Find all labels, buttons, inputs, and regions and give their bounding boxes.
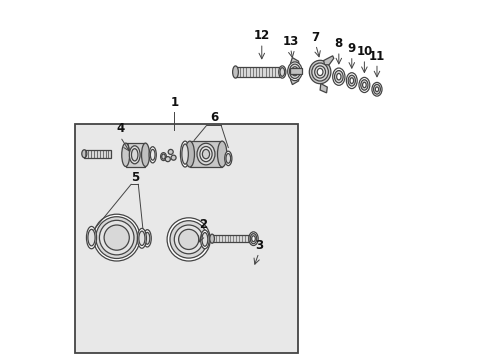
Ellipse shape [131, 149, 138, 161]
Polygon shape [323, 56, 333, 65]
Ellipse shape [217, 141, 226, 167]
Ellipse shape [197, 143, 215, 165]
Ellipse shape [336, 73, 340, 80]
Bar [84, 150, 111, 158]
Text: 2: 2 [199, 218, 207, 231]
Ellipse shape [224, 151, 231, 166]
Bar [75, 124, 298, 353]
Ellipse shape [200, 147, 212, 162]
Ellipse shape [362, 82, 366, 88]
Ellipse shape [311, 63, 328, 81]
Circle shape [104, 225, 129, 250]
Ellipse shape [202, 233, 207, 246]
Ellipse shape [122, 143, 129, 166]
Ellipse shape [250, 234, 256, 244]
Ellipse shape [314, 66, 325, 78]
Ellipse shape [149, 147, 156, 163]
Ellipse shape [360, 80, 367, 90]
Text: 5: 5 [130, 171, 139, 184]
Circle shape [170, 221, 207, 258]
Bar [212, 235, 249, 242]
Ellipse shape [289, 64, 300, 78]
Ellipse shape [86, 226, 96, 249]
Ellipse shape [248, 232, 258, 246]
Ellipse shape [278, 66, 285, 78]
Polygon shape [289, 68, 302, 74]
Polygon shape [290, 58, 299, 85]
Ellipse shape [358, 77, 369, 93]
Ellipse shape [129, 146, 140, 164]
Ellipse shape [202, 149, 209, 159]
Ellipse shape [373, 85, 380, 94]
Ellipse shape [144, 233, 149, 244]
Circle shape [99, 220, 134, 255]
Circle shape [174, 225, 203, 254]
Circle shape [167, 218, 210, 261]
Ellipse shape [309, 60, 330, 84]
Ellipse shape [332, 68, 344, 85]
Ellipse shape [81, 150, 87, 158]
Ellipse shape [287, 62, 302, 81]
Text: 7: 7 [311, 31, 319, 44]
Ellipse shape [346, 73, 356, 89]
Ellipse shape [200, 230, 209, 249]
Circle shape [168, 149, 173, 154]
Ellipse shape [137, 229, 146, 248]
Ellipse shape [375, 87, 378, 91]
Bar [125, 143, 145, 167]
Text: 13: 13 [282, 35, 298, 48]
Text: 1: 1 [170, 96, 178, 109]
Ellipse shape [182, 144, 188, 164]
Text: 10: 10 [356, 45, 372, 58]
Text: 3: 3 [254, 239, 263, 252]
Ellipse shape [291, 67, 298, 76]
Ellipse shape [334, 71, 343, 83]
Ellipse shape [185, 141, 194, 167]
Ellipse shape [141, 143, 149, 166]
Ellipse shape [280, 68, 284, 76]
Text: 11: 11 [368, 50, 385, 63]
Text: 12: 12 [253, 30, 269, 42]
Ellipse shape [143, 230, 151, 247]
Ellipse shape [162, 154, 165, 159]
Ellipse shape [251, 236, 255, 242]
Ellipse shape [139, 231, 144, 246]
Ellipse shape [349, 78, 353, 84]
Ellipse shape [180, 141, 189, 167]
Circle shape [178, 229, 199, 249]
Polygon shape [320, 84, 326, 93]
Text: 4: 4 [116, 122, 124, 135]
Circle shape [96, 217, 137, 258]
Ellipse shape [209, 234, 214, 243]
Bar [189, 141, 222, 167]
Ellipse shape [225, 153, 230, 163]
Text: 8: 8 [334, 37, 342, 50]
Ellipse shape [232, 66, 238, 78]
Polygon shape [97, 228, 140, 248]
Text: 6: 6 [209, 111, 218, 124]
Ellipse shape [371, 82, 381, 96]
Ellipse shape [150, 149, 155, 160]
Circle shape [171, 155, 176, 160]
Bar [235, 67, 282, 77]
Polygon shape [170, 230, 201, 248]
Ellipse shape [347, 75, 355, 86]
Circle shape [93, 214, 140, 261]
Text: 9: 9 [347, 42, 355, 55]
Ellipse shape [160, 153, 166, 161]
Ellipse shape [317, 68, 322, 76]
Circle shape [165, 157, 170, 162]
Ellipse shape [88, 229, 95, 246]
